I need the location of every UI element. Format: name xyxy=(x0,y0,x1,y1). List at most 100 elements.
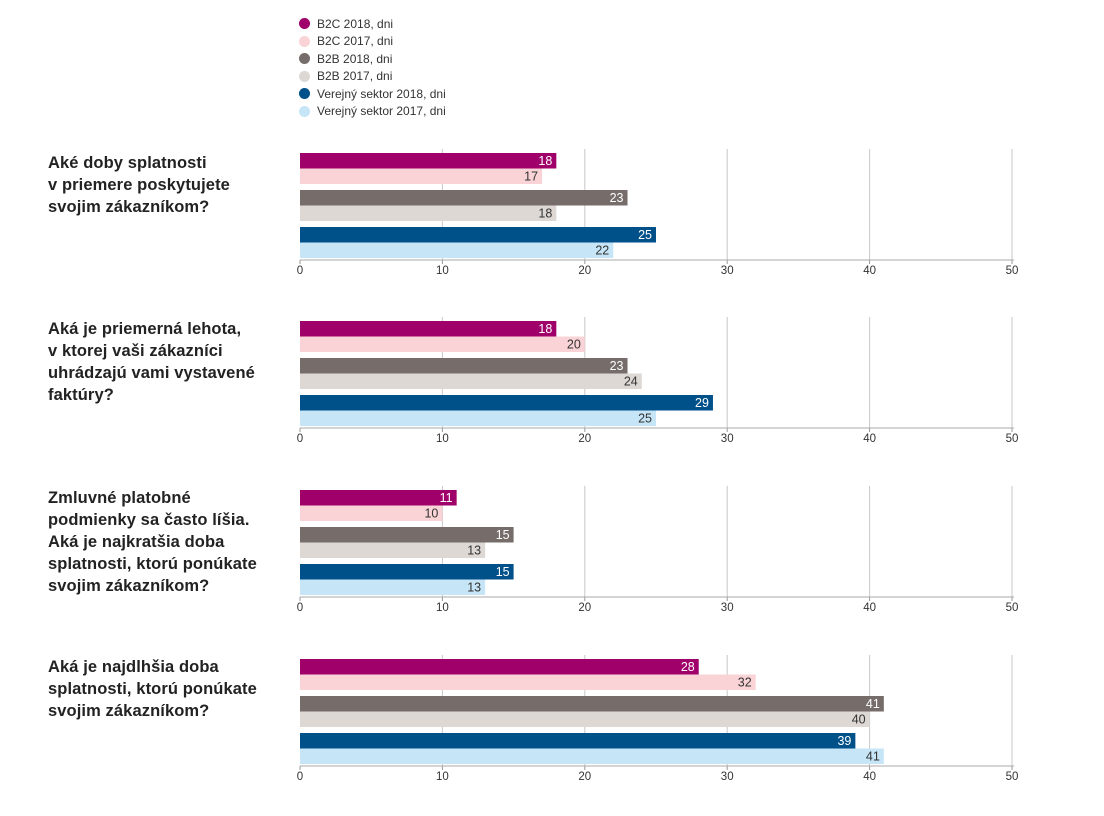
tick-label: 20 xyxy=(578,602,591,614)
question-label: Aká je najdlhšia doba splatnosti, ktorú p… xyxy=(48,656,288,722)
data-label: 18 xyxy=(538,322,552,336)
legend-dot-icon xyxy=(299,105,310,117)
data-label: 24 xyxy=(624,375,638,389)
data-label: 29 xyxy=(695,396,709,410)
tick-label: 10 xyxy=(436,265,449,277)
data-label: 11 xyxy=(440,491,453,505)
tick-label: 30 xyxy=(721,265,734,277)
tick-label: 50 xyxy=(1006,265,1019,277)
question-line: v ktorej vaši zákazníci xyxy=(48,342,223,360)
tick-label: 50 xyxy=(1006,771,1019,783)
bar-b2b-2017-dni xyxy=(300,711,870,727)
tick-label: 40 xyxy=(863,433,876,445)
tick-label: 30 xyxy=(721,771,734,783)
legend-label: B2C 2018, dni xyxy=(317,16,394,31)
bar-verejn-sektor-2018-dni xyxy=(300,564,514,580)
data-label: 41 xyxy=(866,750,880,764)
question-label: Aké doby splatnosti v priemere poskytujet… xyxy=(48,152,288,218)
bar-b2b-2018-dni xyxy=(300,696,884,712)
tick-label: 30 xyxy=(721,602,734,614)
bar-b2c-2017-dni xyxy=(300,674,756,690)
bar-verejn-sektor-2018-dni xyxy=(300,227,656,243)
question-line: Aká je priemerná lehota, xyxy=(48,320,242,338)
tick-label: 40 xyxy=(863,602,876,614)
legend-label: B2B 2017, dni xyxy=(317,69,393,84)
question-line: uhrádzajú vami vystavené xyxy=(48,364,255,382)
data-label: 13 xyxy=(467,544,481,558)
bar-b2b-2017-dni xyxy=(300,373,642,389)
bar-verejn-sektor-2017-dni xyxy=(300,579,486,595)
tick-label: 10 xyxy=(436,433,449,445)
question-line: v priemere poskytujete xyxy=(48,176,230,194)
tick-label: 20 xyxy=(578,433,591,445)
question-line: svojim zákazníkom? xyxy=(48,702,210,720)
data-label: 18 xyxy=(538,154,552,168)
question-label: Aká je priemerná lehota, v ktorej vaši zá… xyxy=(48,318,288,406)
question-label: Zmluvné platobné podmienky sa často líšia… xyxy=(48,487,288,597)
legend-item: B2C 2017, dni xyxy=(299,33,446,51)
tick-label: 0 xyxy=(297,602,303,614)
legend-item: B2B 2017, dni xyxy=(299,68,446,86)
data-label: 39 xyxy=(837,734,851,748)
legend-label: B2B 2018, dni xyxy=(317,51,393,66)
question-line: Aká je najkratšia doba xyxy=(48,533,225,551)
legend-item: B2C 2018, dni xyxy=(299,15,446,33)
question-line: splatnosti, ktorú ponúkate xyxy=(48,680,257,698)
data-label: 23 xyxy=(610,191,624,205)
data-label: 10 xyxy=(424,507,438,521)
tick-label: 0 xyxy=(297,433,303,445)
data-label: 40 xyxy=(852,713,866,727)
tick-label: 50 xyxy=(1006,602,1019,614)
bar-b2b-2017-dni xyxy=(300,205,557,221)
legend-item: Verejný sektor 2018, dni xyxy=(299,85,446,103)
legend-dot-icon xyxy=(299,18,310,30)
tick-label: 30 xyxy=(721,433,734,445)
legend-dot-icon xyxy=(299,53,310,65)
bar-b2b-2018-dni xyxy=(300,190,628,206)
question-line: Aké doby splatnosti xyxy=(48,154,207,172)
data-label: 17 xyxy=(524,170,538,184)
question-line: svojim zákazníkom? xyxy=(48,577,210,595)
tick-label: 20 xyxy=(578,771,591,783)
question-line: svojim zákazníkom? xyxy=(48,198,210,216)
legend-dot-icon xyxy=(299,70,310,82)
data-label: 28 xyxy=(681,660,695,674)
data-label: 25 xyxy=(638,412,652,426)
bar-b2b-2017-dni xyxy=(300,542,486,558)
legend-dot-icon xyxy=(299,88,310,100)
bar-b2c-2018-dni xyxy=(300,659,699,675)
tick-label: 10 xyxy=(436,771,449,783)
tick-label: 10 xyxy=(436,602,449,614)
legend-dot-icon xyxy=(299,35,310,47)
question-line: splatnosti, ktorú ponúkate xyxy=(48,555,257,573)
data-label: 32 xyxy=(738,676,752,690)
bar-b2c-2018-dni xyxy=(300,321,557,337)
bar-verejn-sektor-2018-dni xyxy=(300,395,713,411)
question-line: podmienky sa často líšia. xyxy=(48,511,250,529)
data-label: 13 xyxy=(467,581,481,595)
legend-label: Verejný sektor 2018, dni xyxy=(317,86,446,101)
data-label: 20 xyxy=(567,338,581,352)
data-label: 25 xyxy=(638,228,652,242)
bar-b2c-2018-dni xyxy=(300,153,557,169)
data-label: 22 xyxy=(595,244,609,258)
legend: B2C 2018, dni B2C 2017, dni B2B 2018, dni B… xyxy=(299,15,446,120)
bar-b2c-2017-dni xyxy=(300,168,543,184)
bar-b2c-2018-dni xyxy=(300,490,457,506)
data-label: 41 xyxy=(866,697,880,711)
data-label: 18 xyxy=(538,207,552,221)
bar-verejn-sektor-2017-dni xyxy=(300,242,614,258)
bar-verejn-sektor-2018-dni xyxy=(300,733,856,749)
data-label: 23 xyxy=(610,359,624,373)
question-line: Zmluvné platobné xyxy=(48,489,191,507)
tick-label: 0 xyxy=(297,265,303,277)
tick-label: 20 xyxy=(578,265,591,277)
legend-item: Verejný sektor 2017, dni xyxy=(299,103,446,121)
data-label: 15 xyxy=(496,565,510,579)
legend-item: B2B 2018, dni xyxy=(299,50,446,68)
bar-verejn-sektor-2017-dni xyxy=(300,748,884,764)
tick-label: 40 xyxy=(863,265,876,277)
legend-label: Verejný sektor 2017, dni xyxy=(317,104,446,119)
bar-b2b-2018-dni xyxy=(300,358,628,374)
